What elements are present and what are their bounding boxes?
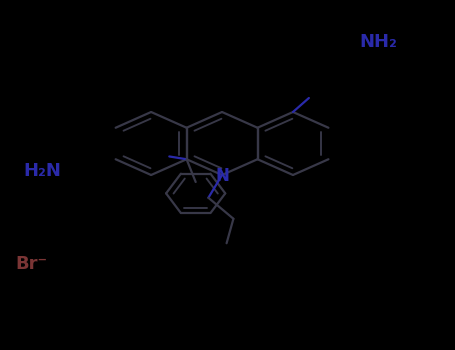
Text: Br⁻: Br⁻ xyxy=(15,255,47,273)
Text: NH₂: NH₂ xyxy=(359,33,397,51)
Text: N: N xyxy=(215,167,229,185)
Text: H₂N: H₂N xyxy=(24,162,61,181)
